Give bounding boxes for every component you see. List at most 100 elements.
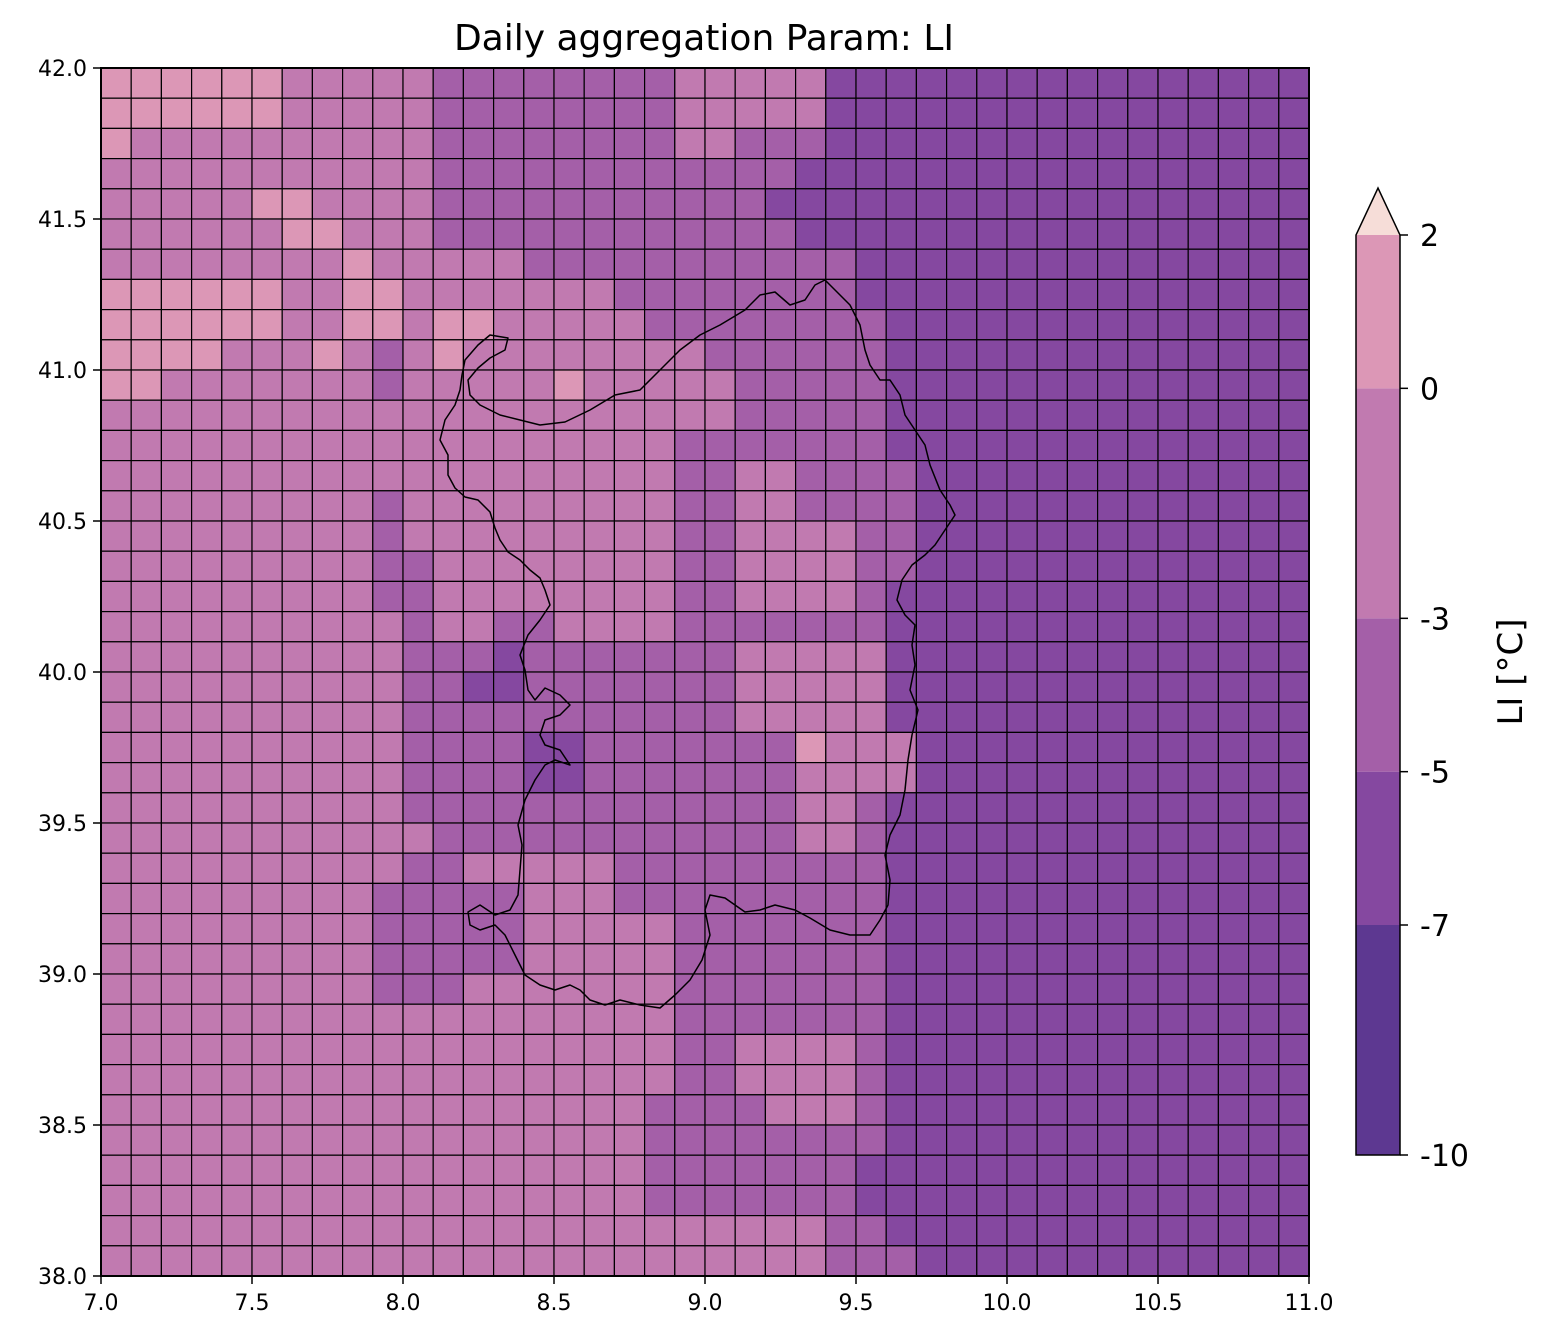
heatmap-cell [1247,792,1280,824]
heatmap-cell [1096,1154,1129,1186]
heatmap-cell [342,761,374,794]
heatmap-cell [311,1124,344,1156]
heatmap-cell [1217,1033,1250,1066]
heatmap-cell [191,1214,223,1247]
heatmap-cell [251,278,283,311]
heatmap-cell [160,610,193,643]
heatmap-cell [794,1124,827,1156]
heatmap-cell [794,701,827,734]
heatmap-cell [1036,882,1068,915]
heatmap-cell [1066,1003,1099,1036]
heatmap-cell [825,822,857,854]
heatmap-cell [825,550,857,583]
heatmap-cell [976,852,1008,885]
heatmap-cell [221,1033,253,1066]
heatmap-cell [1247,1214,1280,1247]
heatmap-cell [281,278,314,311]
heatmap-cell [825,1033,857,1066]
heatmap-cell [1036,1154,1068,1186]
heatmap-cell [311,309,344,341]
colorbar-tick-label: -7 [1420,909,1450,944]
heatmap-cell [281,943,314,975]
heatmap-cell [281,882,314,915]
heatmap-cell [311,1094,344,1126]
heatmap-cell [432,278,465,311]
heatmap-cell [1096,339,1129,371]
x-tick-label: 8.5 [537,1291,572,1316]
heatmap-cell [915,852,948,885]
heatmap-cell [160,943,193,975]
heatmap-cell [915,610,948,643]
heatmap-cell [643,369,676,401]
heatmap-cell [342,490,374,522]
heatmap-cell [342,188,374,220]
heatmap-cell [1157,218,1189,250]
heatmap-cell [493,973,525,1005]
heatmap-cell [1247,943,1280,975]
heatmap-cell [643,309,676,341]
y-tick-label: 42.0 [38,57,87,82]
heatmap-cell [402,97,434,129]
heatmap-cell [1278,278,1310,311]
heatmap-cell [221,1245,253,1277]
heatmap-cell [1278,1063,1310,1096]
heatmap-cell [130,520,162,552]
heatmap-cell [191,761,223,794]
heatmap-cell [704,520,736,552]
heatmap-cell [130,792,162,824]
heatmap-cell [976,490,1008,522]
heatmap-cell [553,610,585,643]
heatmap-cell [1066,490,1099,522]
heatmap-cell [1006,1184,1038,1217]
heatmap-cell [1217,158,1250,190]
heatmap-cell [764,731,797,764]
heatmap-cell [100,399,132,432]
heatmap-cell [191,1154,223,1186]
heatmap-cell [251,852,283,885]
heatmap-cell [462,1214,495,1247]
heatmap-cell [432,1184,465,1217]
heatmap-cell [493,460,525,492]
heatmap-cell [825,67,857,99]
heatmap-cell [191,1124,223,1156]
heatmap-cell [734,1124,767,1156]
heatmap-cell [976,912,1008,945]
heatmap-cell [1217,1094,1250,1126]
heatmap-cell [1157,973,1189,1005]
heatmap-cell [643,1184,676,1217]
heatmap-cell [1217,641,1250,673]
heatmap-cell [734,97,767,129]
heatmap-cell [523,97,555,129]
heatmap-cell [251,158,283,190]
heatmap-cell [100,912,132,945]
heatmap-cell [855,761,887,794]
x-tick-label: 10.0 [983,1291,1032,1316]
heatmap-cell [1127,399,1159,432]
heatmap-cell [1096,1214,1129,1247]
heatmap-cell [100,1003,132,1036]
heatmap-cell [402,882,434,915]
heatmap-cell [915,399,948,432]
heatmap-cell [945,369,978,401]
heatmap-cell [281,641,314,673]
heatmap-cell [855,1245,887,1277]
heatmap-cell [372,641,404,673]
heatmap-cell [583,520,616,552]
heatmap-cell [794,520,827,552]
heatmap-cell [583,218,616,250]
heatmap-cell [372,1214,404,1247]
heatmap-cell [1278,943,1310,975]
heatmap-cell [281,248,314,280]
heatmap-cell [523,610,555,643]
heatmap-cell [402,610,434,643]
heatmap-cell [1006,1094,1038,1126]
heatmap-cell [281,218,314,250]
heatmap-cell [674,429,706,462]
heatmap-cell [1157,460,1189,492]
heatmap-cell [855,248,887,280]
heatmap-cell [674,1063,706,1096]
heatmap-cell [764,1124,797,1156]
heatmap-cell [885,1184,918,1217]
colorbar: -10-7-5-302 [1355,186,1469,1174]
heatmap-cell [583,339,616,371]
